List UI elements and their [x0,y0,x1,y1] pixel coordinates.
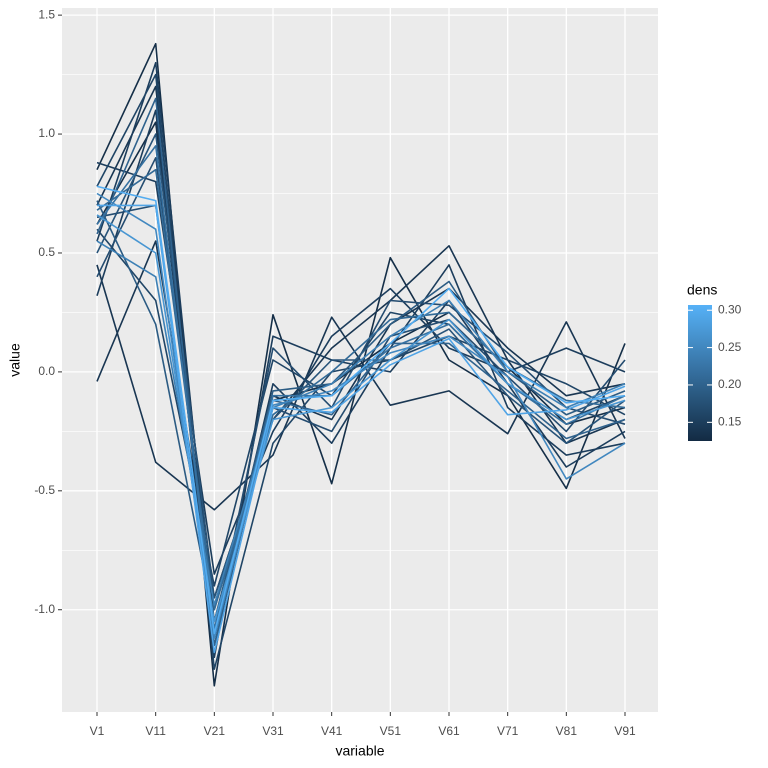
colorbar-tick-label: 0.15 [718,414,742,428]
colorbar-tick-label: 0.25 [718,340,742,354]
x-tick-label: V1 [90,724,105,738]
y-tick-label: -0.5 [34,483,55,497]
series-line [96,200,626,623]
x-tick-label: V31 [262,724,284,738]
x-tick-label: V61 [438,724,460,738]
series-line [97,204,626,654]
y-axis-title: value [7,343,23,377]
series-line [96,185,626,635]
x-tick-label: V21 [204,724,226,738]
x-axis-title: variable [335,743,384,759]
y-tick-label: 1.5 [38,7,55,21]
x-tick-label: V11 [145,724,166,738]
colorbar-tick-label: 0.20 [718,377,742,391]
y-tick-label: 1.0 [38,126,55,140]
y-tick-label: 0.5 [38,245,55,259]
colorbar [688,305,712,441]
legend-title: dens [687,282,717,298]
x-tick-label: V71 [497,724,519,738]
x-tick-label: V81 [556,724,578,738]
colorbar-tick-label: 0.30 [718,302,742,316]
series-line [96,214,626,623]
series-line [96,264,626,511]
series-line [96,97,626,647]
x-tick-label: V41 [321,724,343,738]
y-tick-label: 0.0 [38,364,55,378]
x-tick-label: V51 [380,724,402,738]
y-tick-label: -1.0 [34,602,55,616]
series-line [96,61,626,635]
x-tick-label: V91 [614,724,636,738]
